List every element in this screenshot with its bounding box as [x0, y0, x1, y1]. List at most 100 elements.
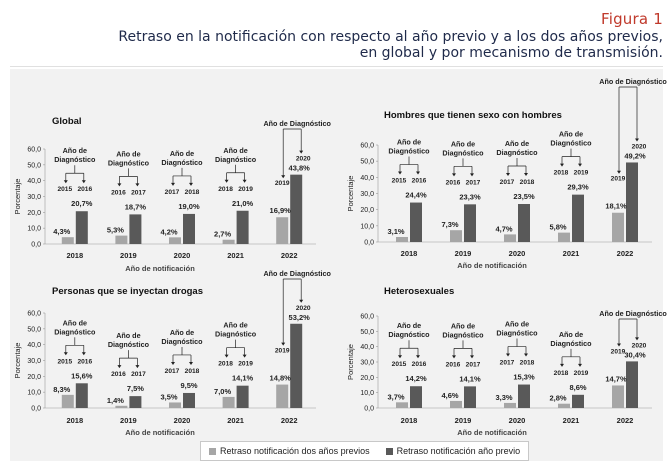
x-axis-title: Año de notificación	[125, 428, 195, 437]
data-label-prev2: 2,8%	[549, 394, 566, 403]
annotation-arrowhead	[117, 365, 122, 369]
annotation-label: Diagnóstico	[496, 329, 538, 338]
data-label-prev2: 18,1%	[605, 202, 627, 211]
annotation-label: Año de	[559, 330, 583, 339]
x-tick-label: 2022	[617, 249, 634, 258]
y-tick-label: 50,0	[27, 326, 41, 333]
legend-item-prev2: Retraso notificación dos años previos	[209, 446, 370, 456]
data-label-prev1: 24,4%	[405, 191, 427, 200]
annotation-arrowhead	[560, 163, 564, 167]
bar-prev1	[75, 383, 88, 408]
data-label-prev1: 7,5%	[127, 384, 144, 393]
annotation-arrowhead	[299, 299, 304, 303]
annotation-arrowhead	[63, 180, 68, 184]
x-tick-label: 2020	[174, 251, 191, 260]
annotation-year: 2020	[296, 156, 311, 163]
annotation-arrowhead	[281, 175, 286, 179]
annotation-arrowhead	[635, 337, 639, 341]
annotation-label: Año de	[559, 130, 583, 139]
data-label-prev2: 4,6%	[441, 391, 458, 400]
data-label-prev1: 23,3%	[459, 192, 481, 201]
annotation-year: 2016	[111, 189, 126, 196]
annotation-arrowhead	[617, 170, 621, 174]
annotation-label: Diagnóstico	[388, 330, 430, 339]
data-label-prev1: 14,1%	[459, 374, 481, 383]
bar-prev2	[450, 400, 462, 408]
annotation-year: 2018	[185, 368, 200, 375]
annotation-year: 2017	[165, 189, 180, 196]
data-label-prev1: 30,4%	[624, 350, 646, 359]
data-label-prev2: 4,7%	[495, 224, 512, 233]
annotation-arrowhead	[524, 173, 528, 177]
data-label-prev1: 43,8%	[289, 164, 311, 173]
annotation-arrowhead	[117, 183, 122, 187]
chart-title: Hombres que tienen sexo con hombres	[384, 110, 562, 121]
x-tick-label: 2019	[455, 249, 472, 258]
legend-item-prev1: Retraso notificación año previo	[385, 446, 520, 456]
data-label-prev2: 7,0%	[214, 387, 231, 396]
bar-prev1	[626, 162, 638, 242]
chart-title: Heterosexuales	[384, 286, 454, 297]
y-axis-title: Porcentaje	[346, 176, 355, 212]
figure-title-line-2: en global y por mecanismo de transmisión…	[359, 45, 663, 61]
annotation-label: Diagnóstico	[161, 337, 203, 346]
data-label-prev1: 19,0%	[178, 202, 200, 211]
annotation-year: 2019	[275, 180, 290, 187]
y-tick-label: 50,0	[360, 329, 374, 336]
annotation-label: Año de	[170, 149, 194, 158]
bar-prev2	[558, 232, 570, 242]
x-tick-label: 2018	[401, 249, 418, 258]
bar-prev1	[290, 323, 303, 408]
annotation-year: 2019	[611, 348, 626, 355]
y-tick-label: 40,0	[360, 344, 374, 351]
bar-prev1	[572, 394, 584, 408]
y-tick-label: 10,0	[360, 390, 374, 397]
data-label-prev1: 49,2%	[624, 151, 646, 160]
annotation-label: Año de Diagnóstico	[263, 119, 331, 128]
y-tick-label: 10,0	[27, 226, 41, 233]
annotation-year: 2017	[500, 179, 515, 186]
annotation-arrowhead	[281, 342, 286, 346]
bar-prev1	[129, 214, 142, 244]
data-label-prev2: 8,3%	[53, 385, 70, 394]
y-tick-label: 10,0	[360, 223, 374, 230]
data-label-prev1: 15,3%	[513, 373, 535, 382]
data-label-prev1: 15,6%	[71, 371, 93, 380]
bar-prev2	[612, 385, 624, 408]
x-tick-label: 2021	[227, 416, 244, 425]
annotation-year: 2015	[57, 186, 72, 193]
annotation-label: Año de	[116, 331, 140, 340]
chart-panel-3: Personas que se inyectan drogas 0,0 10,0 20…	[13, 269, 332, 437]
bar-prev2	[61, 394, 74, 408]
y-tick-label: 50,0	[27, 162, 41, 169]
annotation-year: 2015	[57, 358, 72, 365]
data-label-prev1: 8,6%	[569, 383, 586, 392]
x-tick-label: 2020	[509, 249, 526, 258]
annotation-label: Año de	[116, 149, 140, 158]
y-tick-label: 40,0	[360, 175, 374, 182]
annotation-year: 2018	[554, 370, 569, 377]
bar-prev2	[276, 217, 289, 244]
legend-label-prev2: Retraso notificación dos años previos	[220, 446, 370, 456]
annotation-year: 2015	[392, 178, 407, 185]
bar-prev1	[129, 396, 142, 408]
annotation-year: 2019	[275, 348, 290, 355]
annotation-year: 2016	[77, 186, 92, 193]
annotation-arrowhead	[452, 355, 456, 359]
bar-prev1	[626, 361, 638, 408]
annotation-arrowhead	[416, 171, 420, 175]
legend-swatch-prev1	[385, 447, 393, 455]
annotation-year: 2020	[296, 305, 311, 312]
bar-prev2	[222, 396, 235, 408]
annotation-label: Año de Diagnóstico	[263, 269, 331, 278]
annotation-year: 2019	[611, 176, 626, 183]
annotation-arrowhead	[398, 355, 402, 359]
bar-prev1	[464, 386, 476, 408]
annotation-label: Diagnóstico	[550, 139, 592, 148]
y-tick-label: 60,0	[27, 147, 41, 154]
y-tick-label: 10,0	[27, 390, 41, 397]
data-label-prev2: 3,3%	[495, 393, 512, 402]
x-axis-title: Año de notificación	[457, 261, 527, 270]
bar-prev1	[183, 213, 195, 244]
data-label-prev2: 3,7%	[387, 392, 404, 401]
